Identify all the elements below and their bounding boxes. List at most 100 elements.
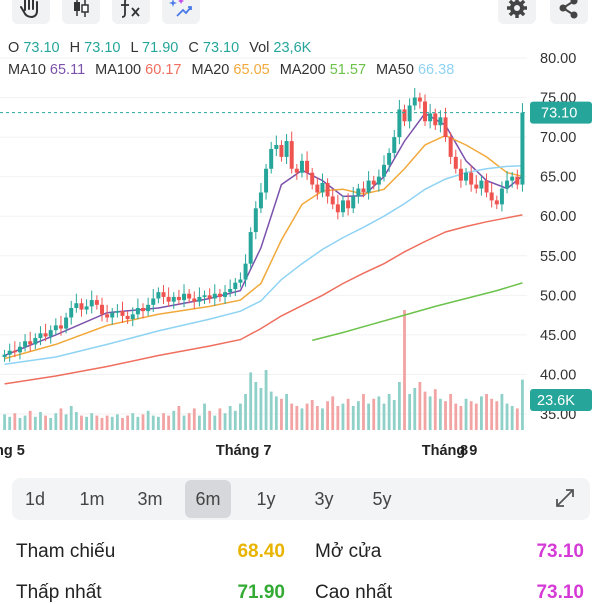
volume-bar (341, 403, 345, 430)
volume-bar (413, 388, 417, 430)
x-tick-label: ng 5 (0, 443, 25, 459)
close-value: 73.10 (202, 40, 240, 56)
volume-bar (521, 379, 524, 430)
period-3y[interactable]: 3y (314, 489, 334, 509)
volume-bar (18, 418, 22, 430)
volume-bar (444, 401, 447, 430)
candle-body (38, 333, 43, 339)
candle-body (443, 117, 448, 138)
volume-bar (228, 406, 232, 430)
volume-bar (3, 414, 6, 430)
candle-body (171, 296, 176, 302)
volume-bar (64, 414, 68, 430)
period-1m[interactable]: 1m (79, 489, 105, 509)
last-volume-label: 23.6K (537, 393, 575, 409)
candle-body (402, 109, 407, 122)
volume-bar (387, 394, 391, 430)
candle-body (515, 176, 520, 185)
y-axis-grid (0, 57, 527, 415)
candle-body (346, 200, 351, 209)
share-button[interactable] (550, 0, 588, 24)
candle-body (494, 200, 499, 205)
y-tick-label: 70.00 (540, 130, 576, 146)
period-1d[interactable]: 1d (24, 489, 46, 509)
volume-bar (269, 391, 273, 430)
reference-price-label: Tham chiếu (16, 541, 116, 562)
candle-body (146, 304, 151, 312)
volume-bar (464, 398, 468, 430)
candle-body (141, 307, 146, 312)
candle-body (397, 109, 402, 138)
candle-body (110, 312, 115, 318)
y-tick-label: 80.00 (540, 51, 576, 67)
volume-bar (131, 413, 135, 430)
volume-bar (428, 396, 432, 430)
ma-line-ma10 (4, 112, 523, 357)
candle-body (233, 282, 238, 290)
settings-button[interactable] (498, 0, 536, 24)
volume-bar (80, 415, 83, 430)
ma-line-ma20 (4, 134, 523, 360)
volume-bar (59, 408, 63, 430)
volume-bar (264, 370, 268, 430)
volume-bar (326, 401, 329, 430)
ma20-label: MA20 (191, 62, 230, 78)
candle-body (135, 307, 140, 315)
volume-bar (408, 394, 412, 430)
open-label: O (8, 40, 20, 56)
candle-body (84, 306, 89, 310)
ma200-label: MA200 (279, 62, 326, 78)
candle-body (53, 325, 58, 331)
volume-bar (223, 413, 227, 430)
hand-tool-button[interactable] (12, 0, 50, 24)
period-5y[interactable]: 5y (372, 489, 392, 509)
candle-body (207, 295, 212, 299)
candle-body (448, 137, 453, 157)
indicator-button[interactable] (112, 0, 150, 24)
candle-body (202, 295, 207, 297)
volume-label: Vol (249, 40, 270, 56)
period-3m[interactable]: 3m (137, 489, 163, 509)
ma100-label: MA100 (95, 62, 142, 78)
volume-value: 23,6K (273, 40, 312, 56)
volume-bar (485, 394, 488, 430)
candle-body (417, 97, 422, 102)
y-tick-label: 65.00 (540, 170, 576, 186)
hand-icon (20, 0, 38, 18)
fullscreen-button[interactable] (554, 487, 576, 514)
volume-bar (290, 403, 294, 430)
auto-pattern-button[interactable] (162, 0, 200, 24)
gear-icon (507, 0, 527, 18)
candle-body (89, 300, 94, 307)
close-label: C (188, 40, 199, 56)
period-1y[interactable]: 1y (256, 489, 276, 509)
candle-body (248, 232, 253, 264)
candle-body (474, 184, 479, 189)
ma100-value: 60.17 (145, 62, 182, 78)
ma10-value: 65.11 (49, 62, 86, 78)
candle-body (279, 145, 284, 157)
candle-body (115, 311, 120, 313)
volume-bar (23, 415, 27, 430)
volume-bar (167, 415, 171, 430)
volume-bar (177, 406, 181, 430)
candle-body (274, 145, 279, 149)
candle-body (48, 330, 53, 337)
volume-bar (208, 410, 212, 430)
volume-bar (198, 415, 201, 430)
volume-bar (8, 416, 12, 430)
candle-body (320, 182, 325, 193)
candle-body (130, 314, 135, 320)
volume-bar (115, 414, 119, 430)
candlestick-icon (74, 0, 89, 17)
period-6m[interactable]: 6m (185, 480, 231, 518)
chart-type-button[interactable] (62, 0, 100, 24)
candle-body (469, 172, 474, 185)
open-price-value: 73.10 (536, 541, 584, 562)
volume-bar (156, 416, 160, 430)
candle-body (197, 296, 202, 302)
volume-bar (74, 412, 78, 430)
price-chart[interactable]: 80.0075.0070.0065.0060.0055.0050.0045.00… (0, 50, 600, 460)
low-value: 71.90 (142, 40, 179, 56)
candle-body (330, 196, 335, 205)
